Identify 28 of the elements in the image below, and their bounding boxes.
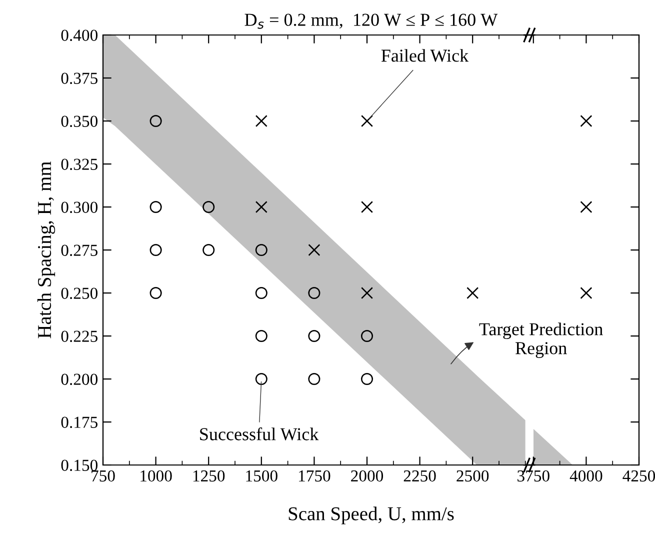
x-tick-label: 750 [92, 470, 115, 482]
x-tick-label: 1000 [140, 470, 172, 482]
y-tick-label: 0.350 [61, 116, 98, 128]
y-tick-label: 0.325 [61, 158, 98, 170]
annotation: Successful Wick [200, 427, 319, 440]
y-tick-label: 0.200 [61, 374, 98, 386]
x-tick-label: 3750 [518, 470, 550, 482]
y-axis-title: Hatch Spacing, H, mm [37, 161, 56, 338]
annotation: Failed Wick [381, 49, 469, 62]
y-tick-label: 0.250 [61, 288, 98, 300]
x-tick-label: 2500 [456, 470, 489, 482]
y-tick-label: 0.175 [61, 416, 98, 428]
x-axis-title: Scan Speed, U, mm/s [288, 506, 454, 524]
y-tick-label: 0.275 [61, 244, 98, 256]
y-tick-label: 0.400 [61, 30, 98, 42]
y-tick-label: 0.150 [61, 460, 98, 472]
chart-title: D$_{s}$ = 0.2 mm, 120 W ≤ P ≤ 160 W [244, 14, 498, 29]
x-tick-label: 1500 [246, 470, 278, 482]
x-tick-label: 1750 [299, 470, 330, 482]
x-tick-label: 4250 [622, 470, 655, 482]
x-tick-label: 2000 [351, 470, 384, 482]
annotation: Target Prediction Region [479, 322, 603, 358]
x-tick-label: 2250 [404, 470, 436, 482]
x-tick-label: 4000 [570, 470, 602, 482]
x-tick-label: 1250 [193, 470, 225, 482]
y-tick-label: 0.300 [61, 202, 98, 214]
y-tick-label: 0.225 [61, 330, 98, 342]
y-tick-label: 0.375 [61, 72, 98, 84]
